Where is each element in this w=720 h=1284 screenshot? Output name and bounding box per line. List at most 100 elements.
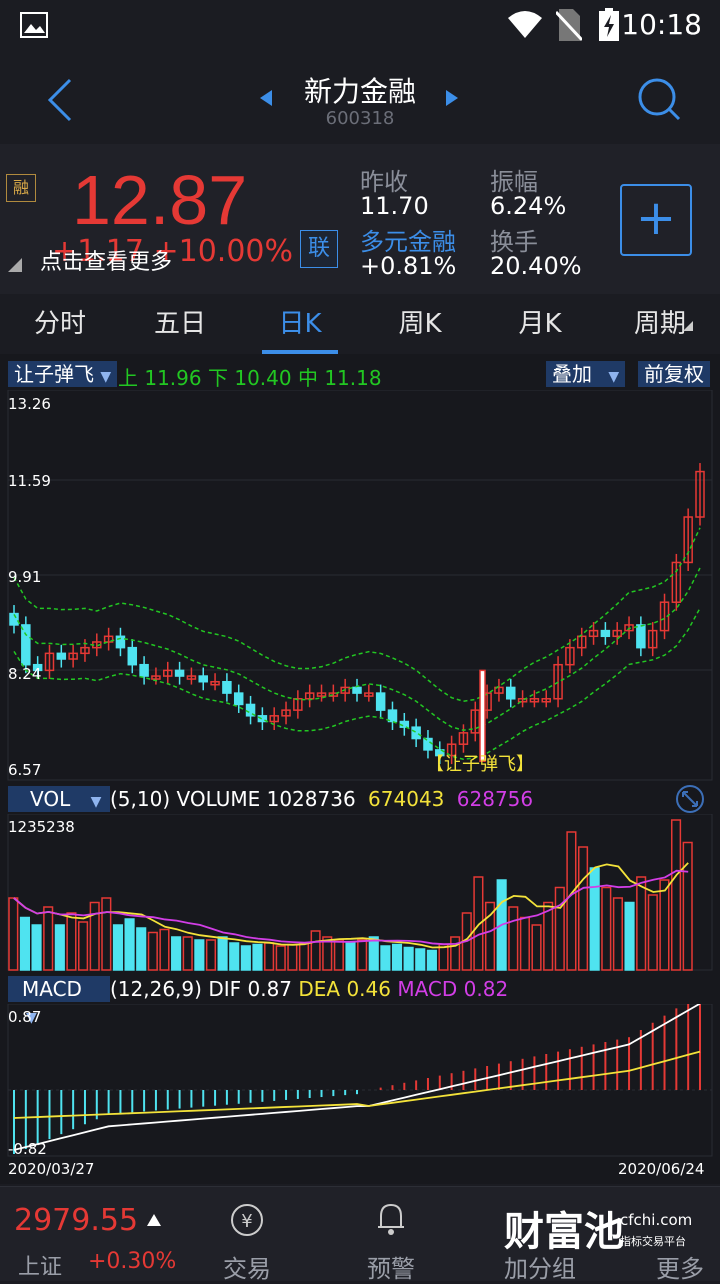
svg-text:¥: ¥ bbox=[241, 1211, 252, 1232]
volume-bar bbox=[358, 940, 367, 970]
sector-change: +0.81% bbox=[360, 252, 456, 280]
amplitude: 6.24% bbox=[490, 192, 566, 220]
next-stock-icon[interactable] bbox=[444, 88, 460, 108]
up-arrow-icon bbox=[146, 1213, 162, 1227]
candle-body bbox=[128, 648, 136, 665]
volume-bar bbox=[532, 925, 541, 970]
volume-bar bbox=[683, 843, 692, 971]
volume-indicator-select[interactable]: VOL ▼ bbox=[8, 786, 110, 812]
period-dropdown-icon bbox=[682, 320, 694, 332]
volume-values: (5,10) VOLUME 1028736 674043 628756 bbox=[110, 787, 533, 811]
volume-bar bbox=[32, 925, 41, 970]
volume-bar bbox=[195, 940, 204, 970]
main-indicator-name: 让子弹飞 bbox=[14, 362, 94, 386]
candlestick-chart[interactable] bbox=[0, 390, 720, 782]
wifi-icon bbox=[506, 10, 544, 40]
candle-body bbox=[223, 682, 231, 693]
candle-body bbox=[412, 727, 420, 738]
volume-bar bbox=[648, 895, 657, 970]
chevron-down-icon: ▼ bbox=[91, 794, 102, 810]
clock: 10:18 bbox=[621, 8, 702, 41]
adjust-button[interactable]: 前复权 bbox=[638, 361, 710, 387]
trade-label[interactable]: 交易 bbox=[207, 1249, 287, 1284]
status-bar: 10:18 bbox=[0, 0, 720, 52]
watermark-site: cfchi.com bbox=[620, 1211, 692, 1229]
trade-icon[interactable]: ¥ bbox=[228, 1201, 266, 1239]
candle-body bbox=[22, 625, 30, 665]
signal-label: 【让子弹飞】 bbox=[426, 750, 534, 776]
volume-bar bbox=[311, 931, 320, 970]
volume-bar bbox=[125, 919, 134, 970]
dif-line bbox=[14, 1004, 700, 1150]
period-tabs: 分时 五日 日K 周K 月K 周期 bbox=[0, 294, 720, 355]
volume-bar bbox=[579, 847, 588, 970]
volume-bar bbox=[114, 925, 123, 970]
lower-value: 10.40 bbox=[234, 366, 291, 390]
linked-button[interactable]: 联 bbox=[300, 230, 338, 268]
candle-body bbox=[353, 687, 361, 693]
add-watchlist-button[interactable]: + bbox=[620, 184, 692, 256]
expand-icon[interactable] bbox=[674, 784, 706, 814]
volume-bar bbox=[265, 943, 274, 970]
signal-candle bbox=[480, 670, 485, 761]
macd-y-max: 0.87 bbox=[8, 1008, 41, 1026]
dif-label: DIF bbox=[208, 977, 241, 1001]
volume-bar bbox=[602, 888, 611, 971]
macd-indicator-name: MACD bbox=[22, 977, 82, 1001]
last-price: 12.87 bbox=[72, 160, 247, 240]
mid-value: 11.18 bbox=[324, 366, 381, 390]
prev-close: 11.70 bbox=[360, 192, 429, 220]
tab-five-day[interactable]: 五日 bbox=[120, 294, 240, 354]
tab-monthly-k[interactable]: 月K bbox=[480, 294, 600, 354]
volume-bar bbox=[625, 903, 634, 971]
more-link[interactable]: 点击查看更多 bbox=[40, 244, 172, 276]
volume-bar bbox=[102, 898, 111, 970]
index-change: +0.30% bbox=[88, 1249, 176, 1274]
tab-daily-k[interactable]: 日K bbox=[240, 294, 360, 354]
watermark-logo: 财富池 bbox=[504, 1199, 624, 1257]
candle-body bbox=[601, 631, 609, 637]
macd-values: (12,26,9) DIF 0.87 DEA 0.46 MACD 0.82 bbox=[110, 977, 508, 1001]
volume-indicator-name: VOL bbox=[30, 787, 70, 811]
macd-indicator-select[interactable]: MACD ▼ bbox=[8, 976, 110, 1002]
volume-bar bbox=[672, 820, 681, 970]
overlay-button[interactable]: 叠加 ▼ bbox=[546, 361, 625, 387]
tab-weekly-k[interactable]: 周K bbox=[360, 294, 480, 354]
candle-body bbox=[140, 665, 148, 676]
volume-ma10: 628756 bbox=[457, 787, 533, 811]
macd-params: (12,26,9) bbox=[110, 977, 202, 1001]
volume-bar bbox=[393, 945, 402, 971]
volume-bar bbox=[253, 945, 262, 971]
main-indicator-select[interactable]: 让子弹飞 ▼ bbox=[8, 361, 117, 387]
watermark-subtitle: 指标交易平台 bbox=[620, 1233, 686, 1249]
volume-bar bbox=[242, 946, 251, 970]
y-tick-5: 6.57 bbox=[8, 761, 41, 779]
volume-params: (5,10) VOLUME bbox=[110, 787, 260, 811]
volume-bar bbox=[428, 951, 437, 971]
volume-bar bbox=[230, 943, 239, 970]
index-value[interactable]: 2979.55 bbox=[14, 1203, 138, 1238]
candle-body bbox=[199, 676, 207, 682]
candle-body bbox=[176, 670, 184, 676]
candle-body bbox=[377, 693, 385, 710]
bell-icon[interactable] bbox=[374, 1199, 408, 1237]
top-nav: 新力金融 600318 bbox=[0, 52, 720, 144]
candle-body bbox=[507, 687, 515, 698]
volume-bar bbox=[276, 946, 285, 970]
volume-bar bbox=[555, 888, 564, 971]
volume-y-max: 1235238 bbox=[8, 818, 75, 836]
volume-bar bbox=[56, 925, 65, 970]
mid-label: 中 bbox=[298, 366, 318, 390]
more-label[interactable]: 更多 bbox=[640, 1249, 720, 1284]
y-tick-2: 11.59 bbox=[8, 472, 51, 490]
volume-bar bbox=[614, 898, 623, 970]
volume-bar bbox=[149, 933, 158, 971]
candle-body bbox=[424, 739, 432, 750]
y-tick-4: 8.24 bbox=[8, 665, 41, 683]
tab-period[interactable]: 周期 bbox=[600, 294, 720, 354]
search-icon[interactable] bbox=[636, 76, 682, 122]
chevron-down-icon: ▼ bbox=[608, 369, 619, 385]
stock-code: 600318 bbox=[0, 108, 720, 129]
tab-intraday[interactable]: 分时 bbox=[0, 294, 120, 354]
alert-label[interactable]: 预警 bbox=[351, 1249, 431, 1284]
